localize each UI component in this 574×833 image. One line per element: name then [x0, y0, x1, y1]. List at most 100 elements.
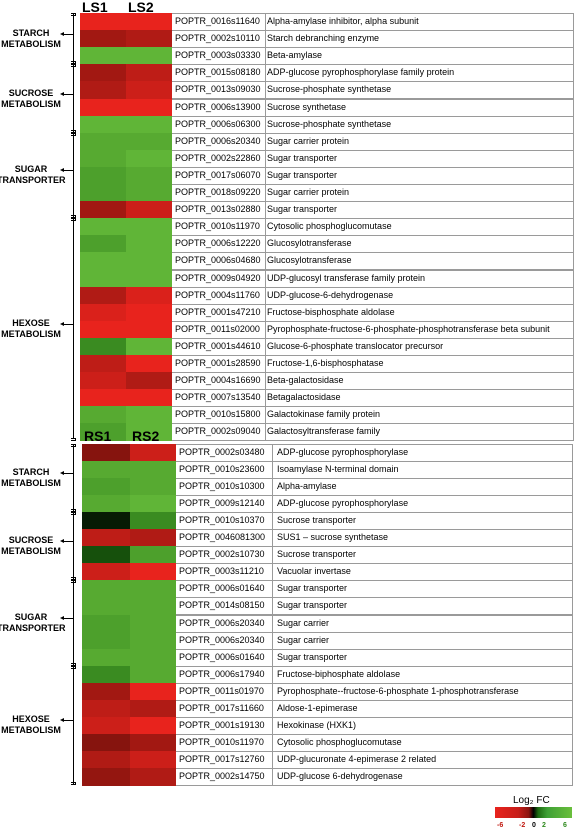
- gene-row: POPTR_0002s22860 Sugar transporter: [172, 149, 574, 168]
- gene-row: POPTR_0015s08180 ADP-glucose pyrophosphor…: [172, 64, 574, 83]
- column-divider: [272, 734, 273, 751]
- column-divider: [272, 581, 273, 598]
- heatmap-cell: [82, 682, 130, 701]
- heatmap-cell: [82, 767, 130, 786]
- heatmap-cell: [126, 372, 174, 390]
- heatmap-cell: [130, 563, 178, 581]
- column-divider: [272, 615, 273, 632]
- gene-row: POPTR_0013s09030 Sucrose-phosphate synthe…: [172, 81, 574, 100]
- gene-description: Sucrose-phosphate synthetase: [267, 118, 392, 129]
- gene-description: ADP-glucose pyrophosphorylase: [277, 447, 409, 457]
- gene-row: POPTR_0001s28590 Fructose-1,6-bisphosphat…: [172, 355, 574, 374]
- heatmap-cell: [80, 235, 128, 253]
- heatmap-cell: [80, 47, 128, 65]
- gene-description: Sucrose transporter: [277, 515, 357, 526]
- heatmap-cell: [126, 406, 174, 424]
- gene-id: POPTR_0011s01970: [179, 685, 264, 696]
- column-divider: [265, 219, 266, 236]
- gene-id: POPTR_0006s13900: [175, 101, 261, 112]
- gene-row: POPTR_0010s10370 Sucrose transporter: [176, 512, 573, 531]
- heatmap-cell: [126, 132, 174, 151]
- column-divider: [272, 564, 273, 581]
- heatmap-cell: [130, 495, 178, 513]
- heatmap-cell: [126, 423, 174, 442]
- gene-row: POPTR_0001s47210 Fructose-bisphosphate al…: [172, 303, 574, 322]
- column-divider: [265, 236, 266, 253]
- gene-id: POPTR_0015s08180: [175, 67, 261, 78]
- heatmap-cell: [82, 631, 130, 650]
- gene-description: ADP-glucose pyrophosphorylase: [277, 498, 409, 509]
- gene-row: POPTR_0006s13900 Sucrose synthetase: [172, 98, 574, 117]
- group-arrow: [60, 322, 73, 327]
- heatmap-cell: [126, 337, 174, 356]
- gene-id: POPTR_0017s06070: [175, 169, 261, 180]
- gene-description: Beta-galactosidase: [267, 375, 344, 386]
- gene-id: POPTR_0013s02880: [175, 204, 261, 215]
- heatmap-cell: [126, 13, 174, 31]
- column-divider: [272, 768, 273, 785]
- gene-description: UDP-glucuronate 4-epimerase 2 related: [277, 753, 437, 764]
- gene-description: UDP-glucose 6-dehydrogenase: [277, 770, 403, 781]
- gene-row: POPTR_0002s09040 Galactosyltransferase fa…: [172, 423, 574, 442]
- gene-id: POPTR_0010s23600: [179, 464, 265, 475]
- gene-id: POPTR_0006s06300: [175, 118, 261, 129]
- heatmap-cell: [130, 767, 178, 786]
- column-divider: [272, 700, 273, 717]
- heatmap-cell: [80, 184, 128, 202]
- column-divider: [265, 356, 266, 373]
- column-divider: [272, 632, 273, 649]
- column-divider: [265, 167, 266, 184]
- heatmap-cell: [130, 597, 178, 616]
- heatmap-cell: [80, 269, 128, 288]
- gene-description: Hexokinase (HXK1): [277, 719, 357, 730]
- gene-row: POPTR_0009s04920 UDP-glucosyl transferase…: [172, 269, 574, 288]
- gene-description: Sugar carrier protein: [267, 187, 350, 197]
- gene-id: POPTR_0016s11640: [175, 16, 260, 26]
- column-header: RS1: [84, 428, 112, 444]
- group-label: HEXOSE METABOLISM: [1, 714, 61, 736]
- heatmap-cell: [130, 478, 178, 496]
- bracket-end-tick: [71, 218, 76, 222]
- heatmap-cell: [80, 286, 128, 305]
- bracket-end-tick: [71, 782, 76, 785]
- heatmap-cell: [130, 444, 178, 462]
- heatmap-cell: [130, 529, 178, 547]
- heatmap-cell: [126, 389, 174, 407]
- group-arrow: [60, 168, 73, 173]
- heatmap-cell: [126, 149, 174, 168]
- gene-description: SUS1 – sucrose synthetase: [277, 532, 389, 543]
- column-divider: [265, 373, 266, 390]
- column-divider: [265, 99, 266, 116]
- gene-id: POPTR_0002s14750: [179, 770, 265, 781]
- gene-row: POPTR_0017s06070 Sugar transporter: [172, 166, 574, 185]
- gene-id: POPTR_0006s20340: [179, 634, 265, 645]
- group-bracket: [73, 133, 74, 218]
- gene-description: UDP-glucosyl transferase family protein: [267, 272, 426, 283]
- gene-row: POPTR_0014s08150 Sugar transporter: [176, 597, 573, 616]
- heatmap-cell: [130, 699, 178, 718]
- gene-description: Sugar transporter: [267, 152, 338, 163]
- heatmap-cell: [80, 303, 128, 322]
- gene-description: Beta-amylase: [267, 50, 323, 61]
- group-bracket: [73, 219, 74, 440]
- gene-row: POPTR_0010s23600 Isoamylase N-terminal do…: [176, 461, 573, 480]
- heatmap-cell: [126, 81, 174, 100]
- heatmap-cell: [80, 13, 128, 31]
- group-label: SUGAR TRANSPORTER: [0, 164, 66, 186]
- heatmap-cell: [130, 665, 178, 684]
- heatmap-cell: [80, 337, 128, 356]
- heatmap-cell: [80, 81, 128, 100]
- bracket-end-tick: [71, 665, 76, 669]
- heatmap-cell: [82, 699, 130, 718]
- column-divider: [265, 270, 266, 287]
- legend-title: Log₂ FC: [513, 795, 550, 806]
- column-divider: [272, 666, 273, 683]
- heatmap-cell: [130, 716, 178, 735]
- column-divider: [272, 598, 273, 615]
- gene-id: POPTR_0001s19130: [179, 719, 265, 730]
- group-arrow: [60, 616, 73, 621]
- bracket-end-tick: [71, 61, 76, 65]
- heatmap-cell: [126, 30, 174, 48]
- legend-tick: 6: [563, 822, 567, 829]
- gene-id: POPTR_0001s28590: [175, 358, 261, 368]
